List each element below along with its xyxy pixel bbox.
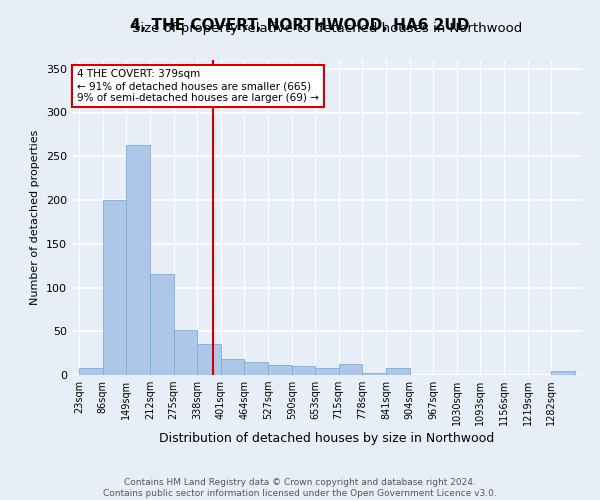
- Bar: [551, 370, 575, 375]
- Bar: [244, 362, 268, 375]
- Bar: [79, 368, 103, 375]
- Bar: [362, 373, 386, 375]
- Text: Contains HM Land Registry data © Crown copyright and database right 2024.
Contai: Contains HM Land Registry data © Crown c…: [103, 478, 497, 498]
- Bar: [316, 368, 339, 375]
- Y-axis label: Number of detached properties: Number of detached properties: [31, 130, 40, 305]
- Bar: [150, 274, 173, 375]
- Bar: [268, 364, 292, 375]
- Bar: [221, 359, 244, 375]
- Bar: [127, 145, 150, 375]
- Text: 4 THE COVERT: 379sqm
← 91% of detached houses are smaller (665)
9% of semi-detac: 4 THE COVERT: 379sqm ← 91% of detached h…: [77, 70, 319, 102]
- Text: 4, THE COVERT, NORTHWOOD, HA6 2UD: 4, THE COVERT, NORTHWOOD, HA6 2UD: [130, 18, 470, 32]
- Bar: [386, 368, 410, 375]
- Bar: [173, 330, 197, 375]
- Title: Size of property relative to detached houses in Northwood: Size of property relative to detached ho…: [132, 22, 522, 35]
- Bar: [197, 344, 221, 375]
- Bar: [292, 366, 316, 375]
- Bar: [338, 364, 362, 375]
- X-axis label: Distribution of detached houses by size in Northwood: Distribution of detached houses by size …: [160, 432, 494, 446]
- Bar: [103, 200, 127, 375]
